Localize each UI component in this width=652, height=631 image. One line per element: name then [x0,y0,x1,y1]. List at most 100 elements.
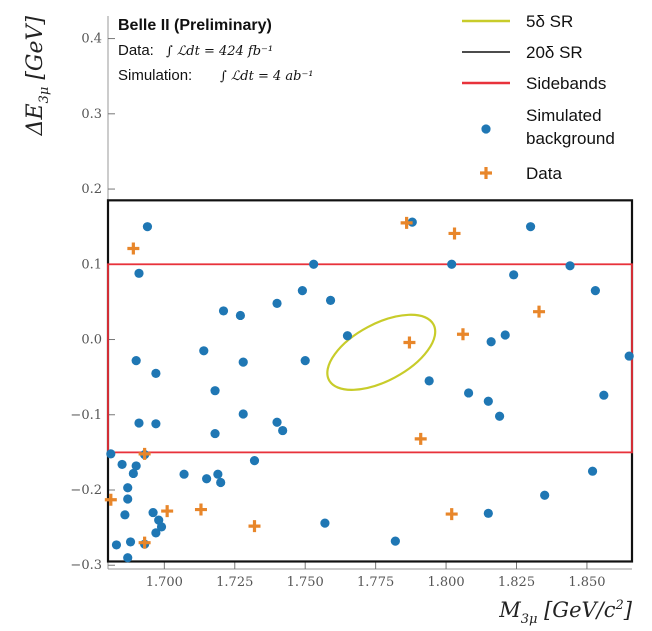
sim-background-point [131,461,141,471]
sim-background-point [216,477,226,488]
axis-ticks-layer: −0.3 −0.2 −0.1 0.0 0.1 0.2 0.3 0.4 1.700 1.725 1.7… [70,16,632,590]
legend-label-data: Data [526,164,562,183]
experiment-title: Belle II (Preliminary) [118,17,272,34]
sim-background-point [199,346,209,356]
sim-background-point [297,286,307,296]
legend-marker-sim [481,124,491,134]
sim-lumi-value: ∫ ℒdt = 4 ab⁻¹ [220,69,314,84]
sidebands-region-box [107,263,633,454]
legend: 5δ SR 20δ SR Sidebands Simulated background D… [462,12,615,183]
sim-background-point [151,528,161,538]
data-point [533,305,546,318]
x-tick-label: 1.800 [427,575,464,590]
data-point [448,227,461,240]
y-tick-label: 0.1 [81,257,102,272]
sim-background-point [272,298,282,309]
data-point [445,508,458,521]
data-point [194,503,207,516]
sim-background-point [540,490,550,500]
data-lumi-value: ∫ ℒdt = 424 fb⁻¹ [166,44,273,59]
sim-background-point [249,456,260,466]
y-axis-title: ΔE3μ [GeV] [23,16,52,137]
data-point [248,520,261,533]
sim-background-point [111,540,122,550]
sim-background-point [320,518,330,528]
sim-background-point [142,222,153,232]
sim-background-point [117,459,127,470]
sim-background-point [151,419,161,429]
data-point [104,493,117,506]
y-tick-label: −0.3 [70,558,102,573]
sim-background-point [590,286,600,296]
regions-layer [106,199,634,563]
data-lumi-label: Data: [118,42,154,59]
y-tick-label: 0.4 [81,32,102,47]
sim-background-point [447,259,457,269]
x-tick-label: 1.850 [568,575,605,590]
sim-background-point [309,259,319,269]
sim-background-point [202,474,212,484]
legend-label-sr20: 20δ SR [526,43,583,62]
legend-label-sidebands: Sidebands [526,74,606,93]
sim-background-point [483,396,493,406]
sim-background-point [179,469,189,479]
sim-background-point [106,449,116,459]
sim-background-point [131,355,141,366]
sim-background-point [486,337,496,347]
data-point [161,505,174,518]
sim-background-point [494,411,505,421]
sim-background-point [125,537,136,547]
sim-background-point [483,508,493,518]
sr20-region-box [106,199,634,563]
sim-background-point [325,295,336,305]
sim-background-point [390,536,400,546]
sim-background-point [134,268,144,278]
sim-background-point [238,409,248,419]
axis-titles: M3μ [GeV/c2] ΔE3μ [GeV] [23,16,633,627]
sim-background-point [151,368,161,378]
x-tick-label: 1.750 [287,575,324,590]
sim-background-point [587,466,598,476]
data-point [403,336,416,349]
data-point [127,242,140,255]
sim-background-point [148,507,158,518]
sim-lumi-label: Simulation: [118,67,192,84]
legend-label-sim-line2: background [526,129,615,148]
x-tick-label: 1.825 [498,575,535,590]
sim-background-point [120,510,130,520]
data-point [138,536,151,549]
data-point [456,328,469,341]
sim-background-point [210,386,220,396]
points-layer [104,216,634,563]
x-tick-label: 1.775 [357,575,394,590]
legend-label-sr5: 5δ SR [526,12,573,31]
y-tick-label: −0.1 [70,408,102,423]
x-tick-label: 1.725 [216,575,253,590]
x-tick-label: 1.700 [146,575,183,590]
y-tick-label: 0.3 [81,107,102,122]
sim-background-point [272,417,282,427]
sim-background-point [235,310,246,321]
sim-background-point [134,418,144,428]
legend-marker-data [480,167,492,179]
sim-background-point [156,522,167,532]
sim-background-point [278,425,288,436]
sim-background-point [342,331,353,341]
sim-background-point [218,306,229,316]
sim-background-point [424,376,434,386]
sim-background-point [210,428,220,439]
data-point [138,447,151,460]
y-tick-label: 0.0 [81,333,102,348]
sim-background-point [624,351,634,361]
sim-background-point [599,390,609,400]
sim-background-point [500,330,510,340]
data-point [400,216,413,229]
data-point [414,432,427,445]
sim-background-point [525,222,536,232]
sim-background-point [123,553,133,563]
sim-background-point [238,357,248,367]
sim-background-point [300,355,310,366]
legend-label-sim-line1: Simulated [526,106,602,125]
sim-background-point [123,494,133,504]
